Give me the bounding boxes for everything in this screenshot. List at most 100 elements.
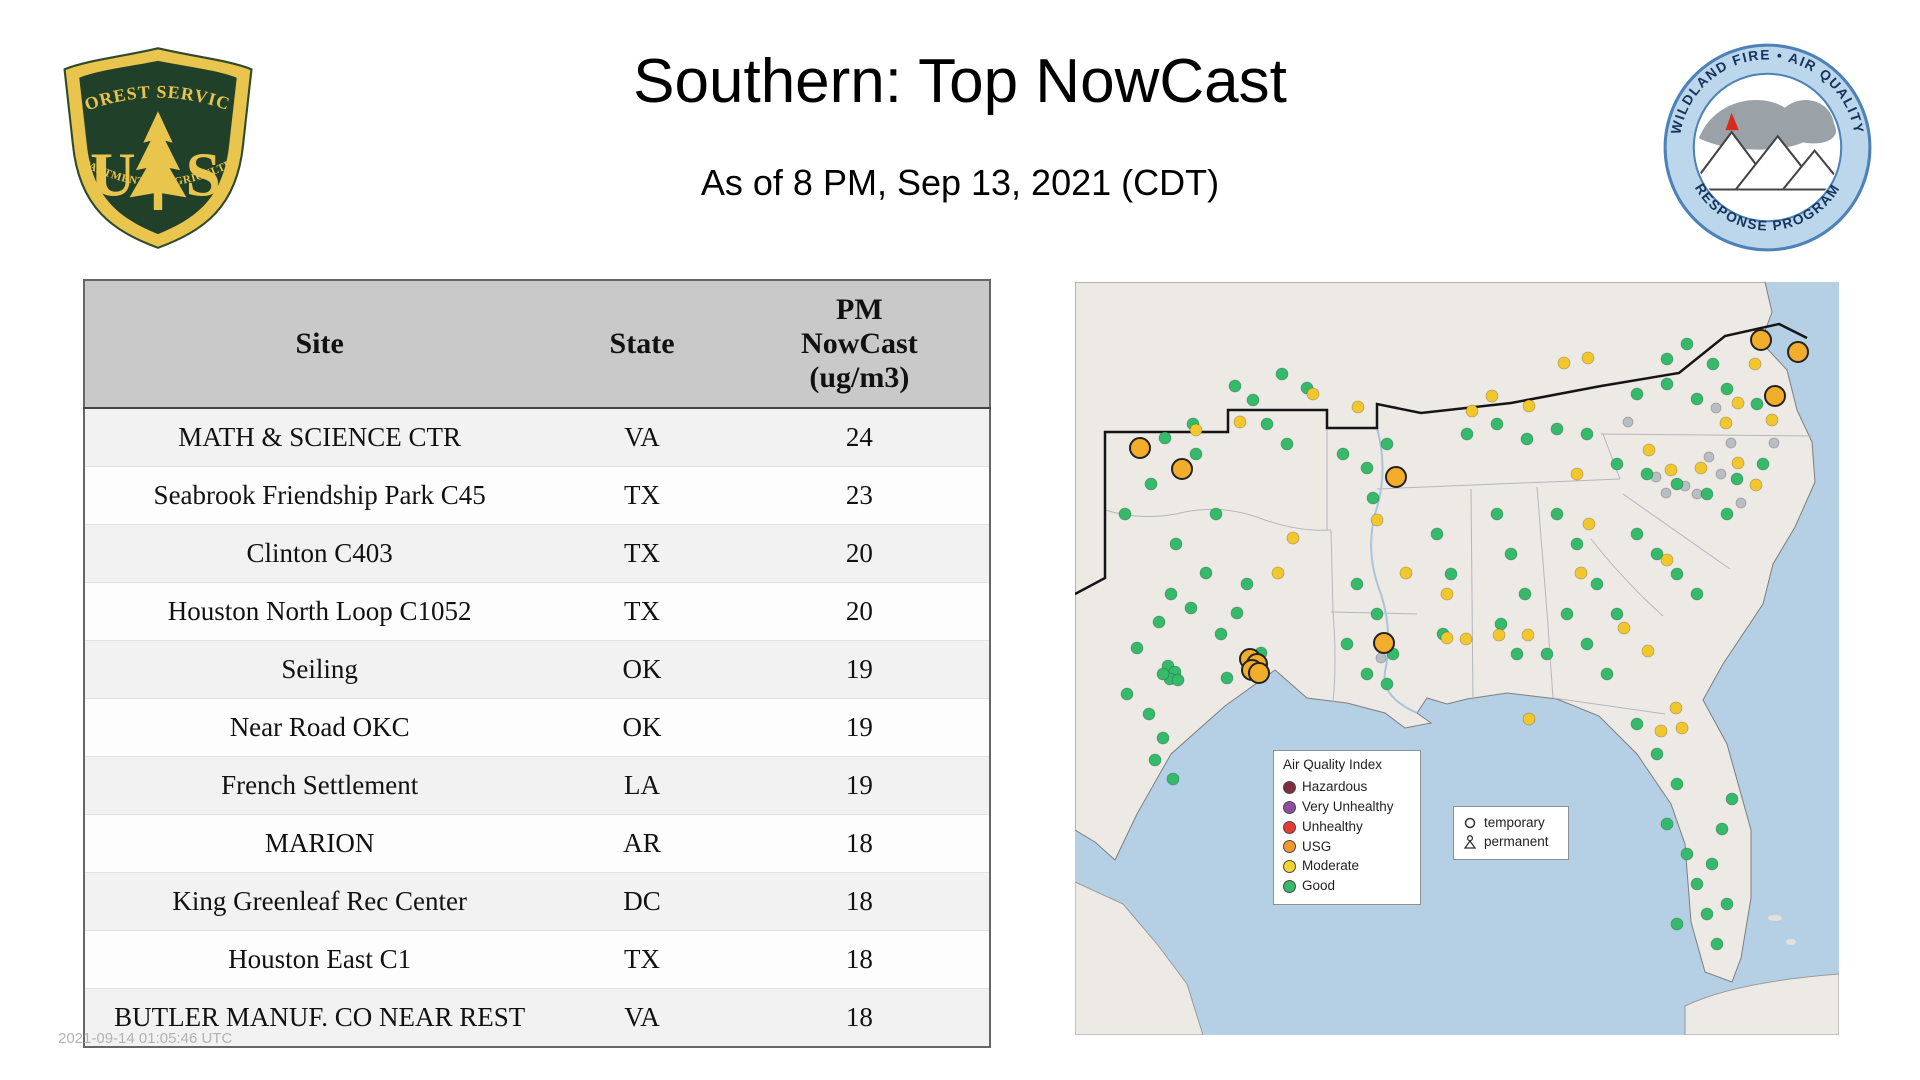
nowcast-table-body: MATH & SCIENCE CTR VA 24 Seabrook Friendshi… — [84, 408, 990, 1048]
marker-shape-legend: temporary permanent — [1453, 806, 1569, 860]
header: Southern: Top NowCast As of 8 PM, Sep 13… — [300, 47, 1620, 204]
value-cell: 18 — [729, 872, 990, 931]
map-marker-good — [1610, 607, 1624, 621]
map-marker-usg_temporary — [1764, 385, 1786, 407]
map-marker-good — [1490, 417, 1504, 431]
map-marker-inactive — [1375, 652, 1387, 664]
state-cell: TX — [554, 524, 730, 583]
map-marker-good — [1720, 897, 1734, 911]
map-marker-good — [1148, 753, 1162, 767]
map-marker-good — [1184, 601, 1198, 615]
map-marker-moderate — [1189, 423, 1203, 437]
aqi-color-swatch — [1283, 820, 1296, 834]
state-cell: OK — [554, 640, 730, 699]
temporary-marker-icon — [1464, 818, 1476, 829]
site-cell: King Greenleaf Rec Center — [84, 872, 555, 931]
map-marker-good — [1720, 382, 1734, 396]
site-cell: MATH & SCIENCE CTR — [84, 408, 555, 467]
map-marker-good — [1228, 379, 1242, 393]
site-cell: Seabrook Friendship Park C45 — [84, 466, 555, 525]
map-marker-good — [1366, 491, 1380, 505]
permanent-marker-icon — [1463, 835, 1477, 849]
aqi-color-swatch — [1283, 780, 1296, 794]
monitor-markers — [1118, 329, 1809, 951]
state-cell: TX — [554, 466, 730, 525]
map-marker-good — [1720, 507, 1734, 521]
map-marker-moderate — [1731, 456, 1745, 470]
flame-icon — [1725, 112, 1739, 131]
map-marker-good — [1550, 422, 1564, 436]
map-marker-good — [1460, 427, 1474, 441]
map-marker-good — [1380, 677, 1394, 691]
aqi-legend-item: Hazardous — [1283, 779, 1411, 796]
aqi-color-swatch — [1283, 800, 1296, 814]
value-cell: 23 — [729, 466, 990, 525]
column-header-state: State — [554, 280, 730, 409]
map-marker-inactive — [1622, 416, 1634, 428]
state-cell: TX — [554, 930, 730, 989]
map-marker-good — [1680, 337, 1694, 351]
table-row: BUTLER MANUF. CO NEAR REST VA 18 — [84, 988, 990, 1048]
map-marker-good — [1715, 822, 1729, 836]
map-marker-good — [1518, 587, 1532, 601]
table-row: Houston North Loop C1052 TX 20 — [84, 582, 990, 641]
map-marker-good — [1189, 447, 1203, 461]
map-marker-good — [1171, 673, 1185, 687]
map-marker-good — [1280, 437, 1294, 451]
map-marker-moderate — [1581, 351, 1595, 365]
map-marker-good — [1510, 647, 1524, 661]
aqi-color-swatch — [1283, 860, 1296, 874]
aqi-legend-label: USG — [1302, 838, 1332, 854]
temporary-legend-label: temporary — [1484, 815, 1545, 830]
state-cell: DC — [554, 872, 730, 931]
aqi-legend-items: Hazardous Very Unhealthy Unhealthy USG Moder… — [1283, 779, 1411, 895]
aqi-map: Air Quality Index Hazardous Very Unhealth… — [1075, 282, 1839, 1035]
map-marker-good — [1705, 857, 1719, 871]
site-cell: BUTLER MANUF. CO NEAR REST — [84, 988, 555, 1048]
map-marker-good — [1580, 637, 1594, 651]
state-cell: TX — [554, 582, 730, 641]
table-row: King Greenleaf Rec Center DC 18 — [84, 872, 990, 931]
map-marker-good — [1246, 393, 1260, 407]
table-row: Clinton C403 TX 20 — [84, 524, 990, 583]
aqi-legend-title: Air Quality Index — [1283, 757, 1383, 772]
map-marker-good — [1360, 667, 1374, 681]
wildland-fire-logo-icon: WILDLAND FIRE • AIR QUALITY RESPONSE PRO… — [1663, 43, 1872, 252]
column-header-pm-nowcast: PM NowCast (ug/m3) — [729, 280, 990, 409]
value-cell: 18 — [729, 814, 990, 873]
map-marker-moderate — [1654, 724, 1668, 738]
map-marker-usg_temporary — [1248, 662, 1270, 684]
map-marker-good — [1220, 671, 1234, 685]
state-cell: AR — [554, 814, 730, 873]
map-marker-good — [1494, 617, 1508, 631]
map-marker-good — [1580, 427, 1594, 441]
aqi-legend-label: Hazardous — [1302, 778, 1368, 794]
site-cell: French Settlement — [84, 756, 555, 815]
island — [1786, 939, 1796, 945]
map-marker-usg_temporary — [1129, 437, 1151, 459]
map-marker-inactive — [1735, 497, 1747, 509]
map-marker-good — [1199, 566, 1213, 580]
map-marker-inactive — [1710, 402, 1722, 414]
value-cell: 19 — [729, 756, 990, 815]
map-marker-good — [1370, 607, 1384, 621]
state-cell: VA — [554, 988, 730, 1048]
value-cell: 19 — [729, 640, 990, 699]
map-marker-moderate — [1485, 389, 1499, 403]
map-marker-moderate — [1271, 566, 1285, 580]
island — [1768, 915, 1782, 921]
map-marker-inactive — [1660, 487, 1672, 499]
site-cell: Houston North Loop C1052 — [84, 582, 555, 641]
map-marker-usg_temporary — [1171, 458, 1193, 480]
map-marker-good — [1430, 527, 1444, 541]
map-marker-moderate — [1557, 356, 1571, 370]
map-marker-good — [1504, 547, 1518, 561]
table-row: Seiling OK 19 — [84, 640, 990, 699]
map-marker-good — [1214, 627, 1228, 641]
map-marker-moderate — [1399, 566, 1413, 580]
map-marker-good — [1725, 792, 1739, 806]
map-marker-moderate — [1574, 566, 1588, 580]
map-marker-usg_temporary — [1787, 341, 1809, 363]
map-marker-moderate — [1492, 628, 1506, 642]
mountains-icon — [1695, 130, 1840, 191]
